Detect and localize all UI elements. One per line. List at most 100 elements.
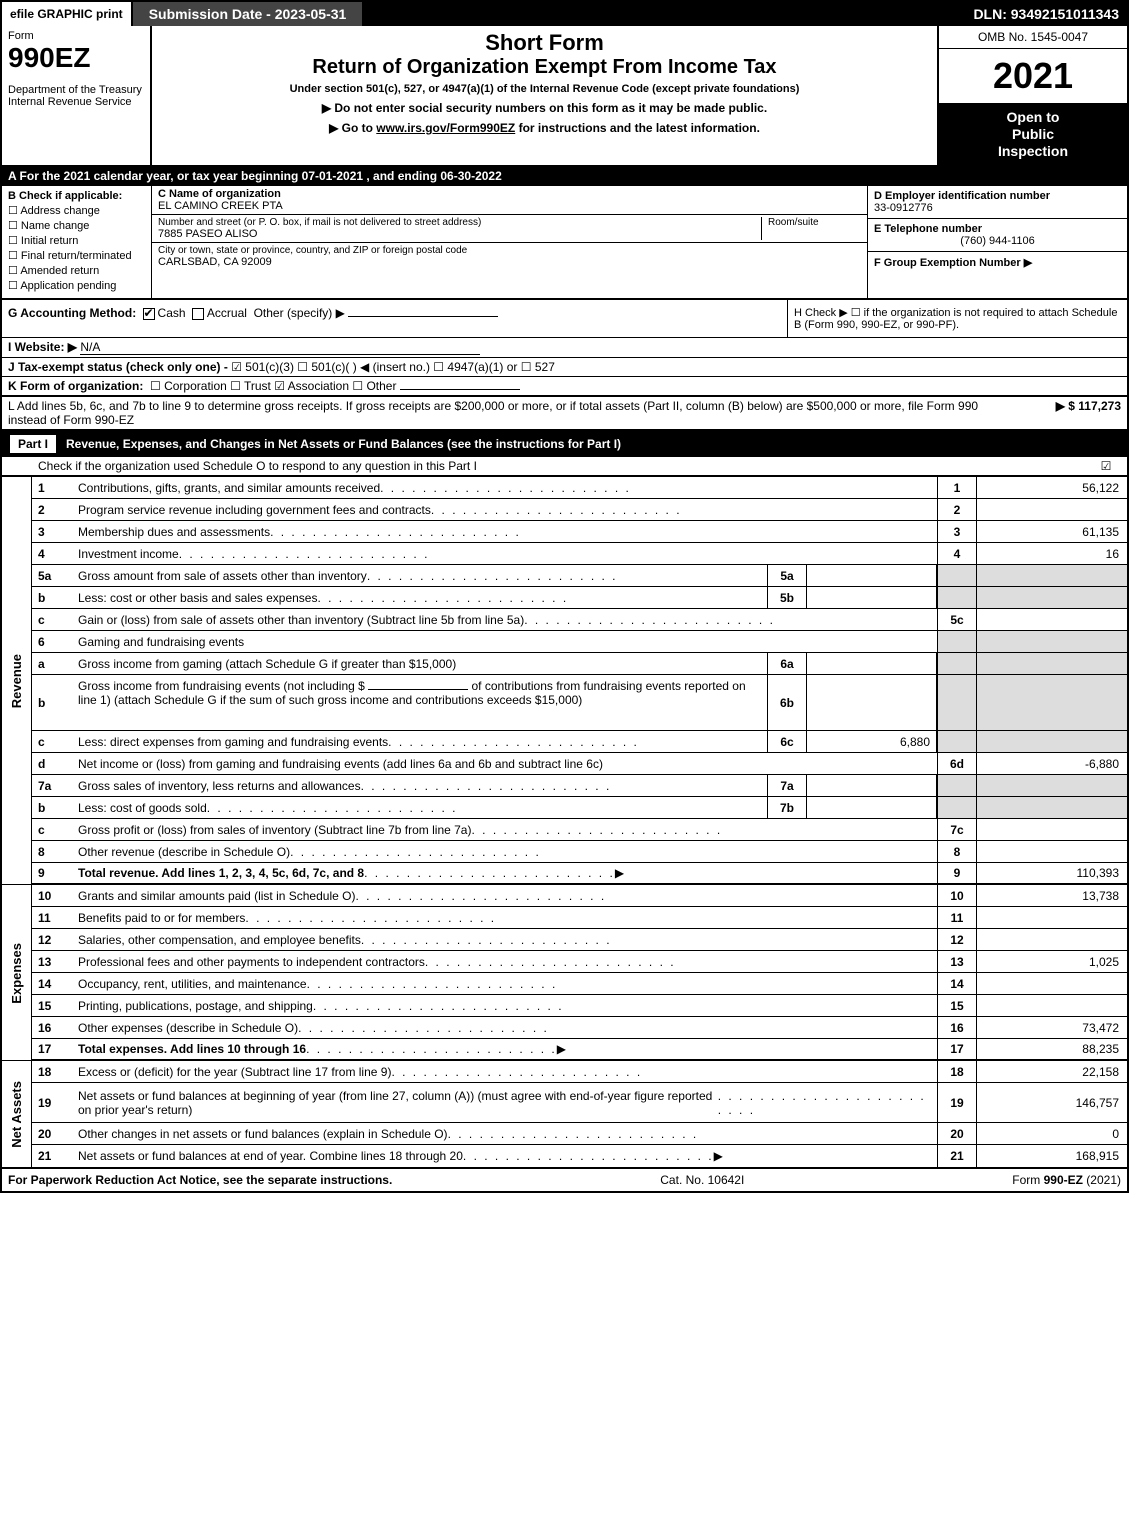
l6-desc: Gaming and fundraising events <box>78 635 244 649</box>
line-12: 12 Salaries, other compensation, and emp… <box>32 929 1127 951</box>
l3-desc: Membership dues and assessments <box>78 525 270 539</box>
line-11: 11 Benefits paid to or for members 11 <box>32 907 1127 929</box>
l1-desc: Contributions, gifts, grants, and simila… <box>78 481 380 495</box>
city-row: City or town, state or province, country… <box>152 243 867 270</box>
line-19: 19 Net assets or fund balances at beginn… <box>32 1083 1127 1123</box>
tax-exempt-options[interactable]: ☑ 501(c)(3) ☐ 501(c)( ) ◀ (insert no.) ☐… <box>231 360 555 374</box>
l18-value: 22,158 <box>977 1061 1127 1082</box>
l14-value <box>977 973 1127 994</box>
addr-label: Number and street (or P. O. box, if mail… <box>158 217 761 228</box>
line-6: 6 Gaming and fundraising events <box>32 631 1127 653</box>
line-a: A For the 2021 calendar year, or tax yea… <box>2 167 1127 186</box>
l2-value <box>977 499 1127 520</box>
l11-value <box>977 907 1127 928</box>
chk-address-change[interactable]: ☐ Address change <box>8 204 145 217</box>
paperwork-notice: For Paperwork Reduction Act Notice, see … <box>8 1173 392 1187</box>
identity-block: B Check if applicable: ☐ Address change … <box>2 186 1127 300</box>
l8-value <box>977 841 1127 862</box>
l20-desc: Other changes in net assets or fund bala… <box>78 1127 448 1141</box>
line-8: 8 Other revenue (describe in Schedule O)… <box>32 841 1127 863</box>
chk-application-pending[interactable]: ☐ Application pending <box>8 279 145 292</box>
other-specify-input[interactable] <box>348 316 498 317</box>
cat-number: Cat. No. 10642I <box>660 1173 744 1187</box>
line-7a: 7a Gross sales of inventory, less return… <box>32 775 1127 797</box>
boxes-d-e-f: D Employer identification number 33-0912… <box>867 186 1127 298</box>
revenue-side-label: Revenue <box>2 477 32 885</box>
l10-value: 13,738 <box>977 885 1127 906</box>
chk-amended-return[interactable]: ☐ Amended return <box>8 264 145 277</box>
chk-initial-return[interactable]: ☐ Initial return <box>8 234 145 247</box>
chk-cash[interactable] <box>143 308 155 320</box>
form-word: Form <box>8 30 144 42</box>
l8-desc: Other revenue (describe in Schedule O) <box>78 845 290 859</box>
l15-desc: Printing, publications, postage, and shi… <box>78 999 313 1013</box>
part1-check-row: Check if the organization used Schedule … <box>2 457 1127 477</box>
line-2: 2 Program service revenue including gove… <box>32 499 1127 521</box>
chk-final-return[interactable]: ☐ Final return/terminated <box>8 249 145 262</box>
public-inspection-badge: Open to Public Inspection <box>939 103 1127 165</box>
line-6b: b Gross income from fundraising events (… <box>32 675 1127 731</box>
chk-accrual[interactable] <box>192 308 204 320</box>
ssn-warning: ▶ Do not enter social security numbers o… <box>162 101 927 115</box>
l7c-value <box>977 819 1127 840</box>
badge-line1: Open to <box>943 109 1123 126</box>
l13-desc: Professional fees and other payments to … <box>78 955 425 969</box>
line-21: 21 Net assets or fund balances at end of… <box>32 1145 1127 1167</box>
box-d: D Employer identification number 33-0912… <box>868 186 1127 219</box>
chk-name-change[interactable]: ☐ Name change <box>8 219 145 232</box>
line-5c: c Gain or (loss) from sale of assets oth… <box>32 609 1127 631</box>
l6b-amount-input[interactable] <box>368 689 468 690</box>
line-6d: d Net income or (loss) from gaming and f… <box>32 753 1127 775</box>
form-org-label: K Form of organization: <box>8 379 143 393</box>
line-7b: b Less: cost of goods sold 7b <box>32 797 1127 819</box>
form-org-options[interactable]: ☐ Corporation ☐ Trust ☑ Association ☐ Ot… <box>150 379 396 393</box>
org-name-row: C Name of organization EL CAMINO CREEK P… <box>152 186 867 215</box>
l7a-desc: Gross sales of inventory, less returns a… <box>78 779 361 793</box>
l2-desc: Program service revenue including govern… <box>78 503 431 517</box>
l19-desc: Net assets or fund balances at beginning… <box>78 1089 718 1117</box>
l5c-desc: Gain or (loss) from sale of assets other… <box>78 613 524 627</box>
l5a-value <box>807 565 937 586</box>
l6c-value: 6,880 <box>807 731 937 752</box>
schedule-o-checkbox[interactable]: ☑ <box>1091 459 1121 473</box>
l21-value: 168,915 <box>977 1145 1127 1167</box>
subtitle: Under section 501(c), 527, or 4947(a)(1)… <box>162 83 927 95</box>
other-org-input[interactable] <box>400 389 520 390</box>
form-header: Form 990EZ Department of the Treasury In… <box>2 26 1127 167</box>
line-5a: 5a Gross amount from sale of assets othe… <box>32 565 1127 587</box>
line-g: G Accounting Method: Cash Accrual Other … <box>2 300 787 337</box>
l7a-value <box>807 775 937 796</box>
l16-desc: Other expenses (describe in Schedule O) <box>78 1021 298 1035</box>
l5b-value <box>807 587 937 608</box>
l6b-desc1: Gross income from fundraising events (no… <box>78 679 365 693</box>
topbar: efile GRAPHIC print Submission Date - 20… <box>2 2 1127 26</box>
submission-date: Submission Date - 2023-05-31 <box>133 2 363 26</box>
street-address: 7885 PASEO ALISO <box>158 228 761 240</box>
line-1: 1 Contributions, gifts, grants, and simi… <box>32 477 1127 499</box>
website-label: I Website: ▶ <box>8 340 77 354</box>
l16-value: 73,472 <box>977 1017 1127 1038</box>
header-center: Short Form Return of Organization Exempt… <box>152 26 937 165</box>
org-name-label: C Name of organization <box>158 188 283 200</box>
header-left: Form 990EZ Department of the Treasury In… <box>2 26 152 165</box>
line-14: 14 Occupancy, rent, utilities, and maint… <box>32 973 1127 995</box>
lines-g-h: G Accounting Method: Cash Accrual Other … <box>2 300 1127 338</box>
l4-desc: Investment income <box>78 547 179 561</box>
efile-print-label[interactable]: efile GRAPHIC print <box>2 2 133 26</box>
line-4: 4 Investment income 4 16 <box>32 543 1127 565</box>
l18-desc: Excess or (deficit) for the year (Subtra… <box>78 1065 391 1079</box>
phone-label: E Telephone number <box>874 223 1121 235</box>
line-i: I Website: ▶ N/A <box>2 338 1127 358</box>
l6a-desc: Gross income from gaming (attach Schedul… <box>78 657 456 671</box>
group-exemption-label: F Group Exemption Number ▶ <box>874 256 1121 269</box>
tax-exempt-label: J Tax-exempt status (check only one) - <box>8 360 228 374</box>
l6a-value <box>807 653 937 674</box>
irs-label: Internal Revenue Service <box>8 96 144 108</box>
line-k: K Form of organization: ☐ Corporation ☐ … <box>2 377 1127 397</box>
irs-link[interactable]: www.irs.gov/Form990EZ <box>376 121 515 135</box>
net-assets-section: Net Assets 18 Excess or (deficit) for th… <box>2 1061 1127 1167</box>
expenses-side-label: Expenses <box>2 885 32 1061</box>
dept-treasury: Department of the Treasury <box>8 84 144 96</box>
schedule-o-check-text: Check if the organization used Schedule … <box>38 459 1091 473</box>
l12-value <box>977 929 1127 950</box>
